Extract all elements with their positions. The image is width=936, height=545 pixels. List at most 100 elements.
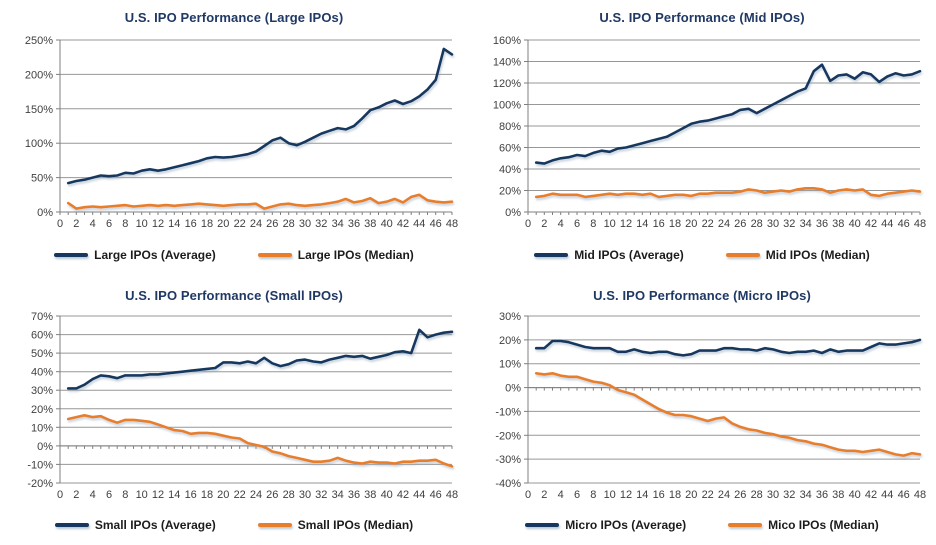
svg-text:8: 8 [122, 218, 128, 230]
series-line-median [534, 187, 922, 199]
svg-text:20%: 20% [499, 186, 521, 198]
average-line-swatch [525, 523, 560, 527]
median-line-swatch [728, 523, 763, 527]
median-line-swatch [725, 253, 760, 257]
svg-text:24: 24 [250, 489, 262, 501]
legend-label-micro-median: Mico IPOs (Median) [768, 518, 879, 532]
svg-text:36: 36 [348, 489, 360, 501]
legend-label-mid-median: Mid IPOs (Median) [765, 248, 870, 262]
svg-text:24: 24 [718, 218, 730, 230]
svg-text:14: 14 [168, 218, 180, 230]
svg-text:20: 20 [217, 489, 229, 501]
svg-text:30: 30 [767, 489, 779, 501]
svg-text:42: 42 [397, 218, 409, 230]
svg-text:12: 12 [152, 489, 164, 501]
svg-text:10: 10 [604, 489, 616, 501]
svg-text:18: 18 [201, 218, 213, 230]
svg-text:14: 14 [168, 489, 180, 501]
svg-text:4: 4 [558, 489, 564, 501]
svg-text:48: 48 [914, 489, 926, 501]
svg-text:80%: 80% [499, 121, 521, 133]
average-line-swatch [54, 253, 89, 257]
svg-text:28: 28 [751, 218, 763, 230]
svg-text:-20%: -20% [495, 430, 521, 442]
chart-plot-micro: 30%20%10%0%-10%-20%-30%-40%0 2 4 6 8 10 12 14 16… [495, 311, 926, 501]
svg-text:46: 46 [430, 489, 442, 501]
svg-text:38: 38 [832, 218, 844, 230]
svg-text:0%: 0% [37, 207, 53, 219]
svg-text:22: 22 [702, 489, 714, 501]
svg-text:0%: 0% [37, 441, 53, 453]
svg-text:16: 16 [653, 218, 665, 230]
svg-text:50%: 50% [31, 173, 53, 185]
svg-text:38: 38 [832, 489, 844, 501]
svg-text:120%: 120% [493, 78, 521, 90]
median-line-swatch [257, 523, 292, 527]
svg-text:100%: 100% [493, 100, 521, 112]
legend-label-small-average: Small IPOs (Average) [94, 518, 216, 532]
svg-text:140%: 140% [493, 57, 521, 69]
series-line-average [534, 338, 922, 357]
svg-text:38: 38 [364, 218, 376, 230]
chart-mid-ipos: U.S. IPO Performance (Mid IPOs) 160% 140%… [468, 0, 936, 278]
svg-text:2: 2 [541, 489, 547, 501]
svg-text:6: 6 [574, 218, 580, 230]
svg-text:48: 48 [914, 218, 926, 230]
svg-text:-20%: -20% [27, 478, 53, 490]
average-line-swatch [534, 253, 569, 257]
svg-text:8: 8 [590, 489, 596, 501]
svg-text:34: 34 [332, 489, 344, 501]
svg-text:26: 26 [266, 218, 278, 230]
average-line-swatch [54, 523, 89, 527]
svg-text:48: 48 [446, 218, 458, 230]
svg-text:22: 22 [234, 218, 246, 230]
svg-text:0%: 0% [505, 383, 521, 395]
legend-item-large-average: Large IPOs (Average) [54, 248, 216, 262]
svg-text:40: 40 [381, 489, 393, 501]
svg-text:20: 20 [685, 489, 697, 501]
legend-item-micro-median: Mico IPOs (Median) [728, 518, 879, 532]
legend-item-small-median: Small IPOs (Median) [257, 518, 414, 532]
svg-text:50%: 50% [31, 348, 53, 360]
svg-text:24: 24 [718, 489, 730, 501]
svg-text:250%: 250% [25, 35, 53, 47]
chart-plot-mid: 160%140%120%100%80%60%40%20%0%0 2 4 6 8 10 12 1… [493, 35, 926, 230]
svg-text:26: 26 [734, 489, 746, 501]
svg-text:30%: 30% [31, 385, 53, 397]
svg-text:30: 30 [299, 218, 311, 230]
svg-text:0: 0 [57, 489, 63, 501]
svg-text:34: 34 [332, 218, 344, 230]
svg-text:28: 28 [751, 489, 763, 501]
svg-text:100%: 100% [25, 138, 53, 150]
chart-title-micro: U.S. IPO Performance (Micro IPOs) [593, 288, 811, 303]
svg-text:40: 40 [849, 489, 861, 501]
svg-text:160%: 160% [493, 35, 521, 47]
svg-text:44: 44 [881, 489, 893, 501]
legend-label-small-median: Small IPOs (Median) [297, 518, 414, 532]
chart-plot-small: 70%60%50%40%30%20%10%0%-10%-20%0 2 4 6 8 10 12… [27, 311, 458, 501]
median-line-swatch [257, 253, 292, 257]
svg-text:4: 4 [90, 489, 96, 501]
series-line-average [66, 47, 454, 185]
svg-text:10%: 10% [499, 359, 521, 371]
legend-item-mid-average: Mid IPOs (Average) [534, 248, 684, 262]
svg-text:2: 2 [73, 489, 79, 501]
chart-plot-large: 250%200%150%100%50%0%0 2 4 6 8 10 12 14 16 18 20 22… [25, 35, 458, 230]
series-line-median [66, 414, 454, 468]
chart-legend-micro: Micro IPOs (Average) Mico IPOs (Median) [525, 514, 879, 536]
svg-text:18: 18 [669, 218, 681, 230]
svg-text:32: 32 [783, 489, 795, 501]
svg-text:46: 46 [898, 218, 910, 230]
svg-text:12: 12 [620, 218, 632, 230]
series-line-average [534, 63, 922, 165]
legend-item-small-average: Small IPOs (Average) [54, 518, 216, 532]
svg-text:0: 0 [525, 489, 531, 501]
svg-text:36: 36 [816, 489, 828, 501]
svg-text:38: 38 [364, 489, 376, 501]
svg-text:0: 0 [525, 218, 531, 230]
svg-text:32: 32 [783, 218, 795, 230]
legend-label-mid-average: Mid IPOs (Average) [574, 248, 684, 262]
svg-text:44: 44 [881, 218, 893, 230]
svg-text:2: 2 [541, 218, 547, 230]
